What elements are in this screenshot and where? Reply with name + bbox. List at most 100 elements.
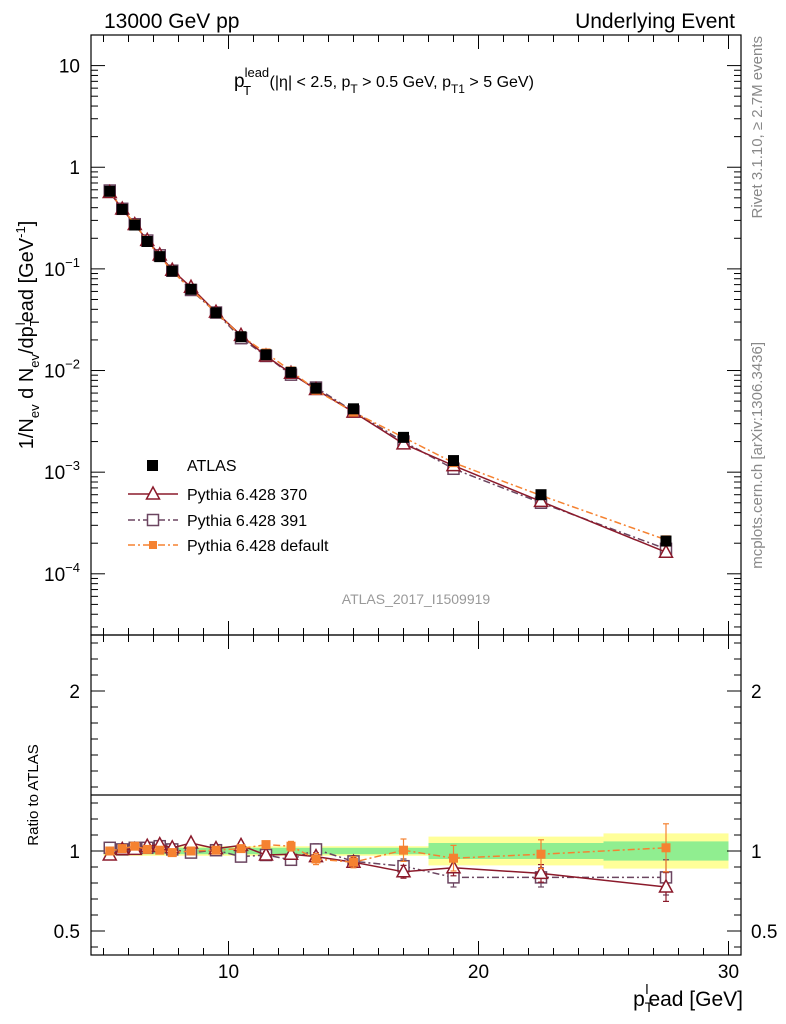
- main-y-tick-label: 10−1: [44, 255, 80, 281]
- xlabel-sup: l: [645, 981, 648, 997]
- ratio-y-tick-label-right: 2: [751, 682, 762, 703]
- title-part3: > 5 GeV): [465, 74, 534, 91]
- x-tick-label: 10: [218, 962, 239, 983]
- legend-label-pdef: Pythia 6.428 default: [187, 538, 329, 555]
- main-point-atlas: [141, 235, 153, 247]
- main-point-atlas: [448, 455, 459, 467]
- ylabel-d: ead [GeV: [16, 237, 38, 322]
- header-right: Underlying Event: [575, 10, 735, 33]
- ratio-point-pdef: [661, 843, 671, 853]
- title-sub3: T1: [451, 82, 465, 96]
- ratio-point-pdef: [311, 854, 321, 864]
- legend-marker-p370: [145, 485, 161, 500]
- ylabel-d-sup: -1: [13, 226, 28, 238]
- title-part1: (|η| < 2.5, p: [265, 74, 350, 91]
- main-y-tick-base: 10: [59, 57, 80, 78]
- ylabel-c: /dp: [16, 326, 38, 354]
- title-part2: > 0.5 GeV, p: [358, 74, 451, 91]
- ratio-y-tick-label-right: 1: [751, 842, 762, 863]
- ratio-point-p370: [533, 864, 549, 880]
- ratio-point-p370: [258, 846, 274, 861]
- ratio-y-tick-label-right: 0.5: [751, 922, 777, 943]
- rivet-label: Rivet 3.1.10, ≥ 2.7M events: [749, 36, 766, 219]
- x-axis-label: pTlead [GeV]: [633, 981, 743, 1015]
- x-tick-label: 30: [718, 962, 739, 983]
- ratio-ticks: 10 20 30 2 2 1 1 0.5 0.5: [54, 635, 777, 983]
- main-y-tick-label: 10: [59, 57, 80, 78]
- legend: ATLAS Pythia 6.428 370 Pythia 6.428 391 …: [128, 458, 329, 555]
- main-point-atlas: [348, 403, 359, 415]
- ylabel-b: d N: [16, 368, 38, 405]
- ratio-series-group: [101, 823, 674, 903]
- ratio-point-pdef: [142, 844, 152, 854]
- legend-label-p391: Pythia 6.428 391: [187, 513, 307, 530]
- main-point-atlas: [285, 366, 297, 378]
- main-y-tick-label: 10−2: [44, 357, 80, 383]
- main-y-tick-label: 1: [69, 158, 80, 179]
- main-y-tick-exp: −3: [65, 458, 80, 473]
- ratio-point-pdef: [449, 853, 458, 863]
- main-series-group: [101, 183, 674, 558]
- main-point-atlas: [116, 203, 128, 215]
- xlabel-sub: T: [645, 999, 654, 1015]
- x-tick-label: 20: [468, 962, 489, 983]
- ylabel-e: ]: [16, 221, 38, 227]
- ratio-point-p370: [395, 863, 412, 878]
- main-y-tick-base: 10: [44, 260, 65, 281]
- ratio-point-pdef: [186, 846, 196, 856]
- main-point-p370: [533, 492, 549, 508]
- legend-marker-p391: [146, 513, 160, 527]
- ratio-point-pdef: [261, 840, 271, 850]
- ratio-y-tick-label: 2: [69, 682, 80, 703]
- ratio-point-p370: [283, 845, 299, 860]
- legend-label-atlas: ATLAS: [187, 458, 237, 475]
- ratio-point-pdef: [286, 841, 296, 851]
- ylabel-c-sub: T: [27, 318, 42, 326]
- title-p: p: [234, 71, 245, 92]
- ylabel-a-sub: ev: [27, 404, 42, 418]
- ratio-point-pdef: [155, 845, 165, 855]
- ratio-point-pdef: [117, 844, 127, 854]
- main-y-tick-label: 10−3: [44, 458, 80, 484]
- ratio-point-pdef: [167, 848, 177, 858]
- legend-marker-pdef: [149, 541, 157, 549]
- xlabel-a: p: [633, 988, 645, 1011]
- main-y-tick-exp: −2: [65, 357, 80, 372]
- ratio-point-pdef: [536, 849, 546, 859]
- ratio-point-p370: [658, 878, 674, 893]
- title-sub2: T: [350, 82, 358, 96]
- analysis-watermark: ATLAS_2017_I1509919: [342, 591, 491, 607]
- main-y-tick-base: 1: [69, 158, 80, 179]
- main-y-tick-exp: −1: [65, 255, 80, 270]
- ratio-plot-frame: [90, 634, 742, 956]
- xlabel-b: ead [GeV]: [648, 988, 743, 1011]
- ylabel-a: 1/N: [16, 418, 38, 449]
- main-y-tick-base: 10: [44, 463, 65, 484]
- band-inner: [428, 843, 604, 859]
- ratio-y-tick-label: 1: [69, 842, 80, 863]
- main-point-atlas: [210, 307, 222, 319]
- main-title: plead T (|η| < 2.5, pT > 0.5 GeV, pT1 > 5…: [234, 65, 534, 98]
- ratio-point-pdef: [349, 857, 358, 867]
- ratio-y-axis-label: Ratio to ATLAS: [25, 744, 42, 845]
- main-point-atlas: [535, 489, 547, 501]
- main-point-atlas: [660, 535, 672, 547]
- main-point-atlas: [310, 382, 322, 394]
- ratio-point-pdef: [399, 845, 408, 855]
- header-left: 13000 GeV pp: [104, 10, 239, 33]
- main-point-atlas: [260, 349, 272, 361]
- mcplots-label: mcplots.cern.ch [arXiv:1306.3436]: [749, 342, 766, 569]
- main-y-tick-label: 10−4: [44, 560, 80, 586]
- ratio-point-pdef: [211, 845, 221, 855]
- main-y-axis-label: 1/Nev d Nev/dpTlead [GeV-1]: [13, 221, 42, 450]
- main-point-atlas: [129, 219, 141, 231]
- main-y-tick-base: 10: [44, 362, 65, 383]
- main-point-atlas: [185, 283, 197, 295]
- main-point-atlas: [154, 251, 166, 263]
- main-point-atlas: [398, 431, 409, 443]
- ylabel-b-sub: ev: [27, 354, 42, 368]
- ratio-point-pdef: [105, 846, 115, 856]
- main-point-atlas: [104, 185, 116, 197]
